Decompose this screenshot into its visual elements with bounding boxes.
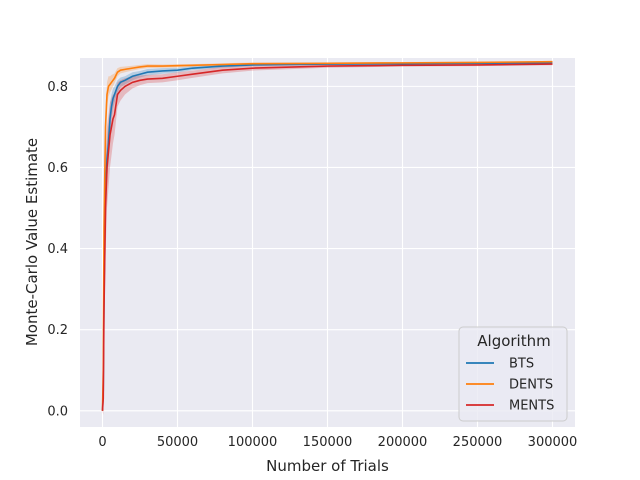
x-tick-label: 250000 xyxy=(453,435,503,450)
x-tick-label: 0 xyxy=(98,435,106,450)
x-tick-labels: 0 50000 100000 150000 200000 250000 300000 xyxy=(98,435,577,450)
x-tick-label: 100000 xyxy=(228,435,278,450)
x-tick-label: 200000 xyxy=(378,435,428,450)
y-tick-label: 0.4 xyxy=(47,242,68,257)
y-tick-label: 0.6 xyxy=(47,161,68,176)
x-tick-label: 50000 xyxy=(157,435,198,450)
legend: Algorithm BTS DENTS MENTS xyxy=(458,326,568,422)
y-tick-labels: 0.0 0.2 0.4 0.6 0.8 xyxy=(47,80,68,419)
legend-label-dents: DENTS xyxy=(509,378,553,393)
y-tick-label: 0.0 xyxy=(47,404,68,419)
y-axis-label: Monte-Carlo Value Estimate xyxy=(23,138,41,346)
y-tick-label: 0.8 xyxy=(47,80,68,95)
grid xyxy=(80,58,575,427)
x-tick-label: 150000 xyxy=(303,435,353,450)
legend-title: Algorithm xyxy=(477,332,550,350)
y-tick-label: 0.2 xyxy=(47,323,68,338)
series-lines xyxy=(101,60,553,411)
line-dents xyxy=(101,60,553,411)
legend-box xyxy=(458,326,568,422)
line-ments xyxy=(101,63,553,411)
legend-label-bts: BTS xyxy=(509,357,534,372)
x-tick-label: 300000 xyxy=(528,435,578,450)
x-axis-label: Number of Trials xyxy=(266,457,389,475)
legend-label-ments: MENTS xyxy=(509,399,554,414)
